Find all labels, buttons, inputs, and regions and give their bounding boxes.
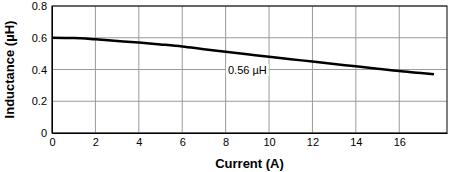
tick-label: 0.2: [32, 95, 47, 107]
plot-frame: [52, 6, 447, 133]
tick: 12: [307, 133, 319, 148]
x-axis: 0 2 4 6 8 10 12 14 16: [49, 133, 447, 148]
tick-label: 8: [223, 136, 229, 148]
annotation: 0.56 µH: [226, 64, 269, 76]
tick-label: 0.4: [32, 64, 47, 76]
axis-line: [53, 133, 448, 134]
tick-label: 6: [180, 136, 186, 148]
tick-label: 16: [394, 136, 406, 148]
tick: 0.6: [32, 32, 52, 44]
tick: 0.4: [32, 64, 52, 76]
plot: 0 2 4 6 8 10 12 14 16 0 0.2 0.4 0.6 0.8 0.56 µH: [32, 0, 448, 148]
tick: 2: [93, 133, 99, 148]
y-axis: 0 0.2 0.4 0.6 0.8: [32, 0, 53, 139]
tick: 0: [41, 127, 52, 139]
tick-label: 12: [307, 136, 319, 148]
grid-line: [52, 101, 447, 102]
tick: 0: [49, 133, 55, 148]
tick: 8: [223, 133, 229, 148]
tick-label: 14: [350, 136, 362, 148]
axis-line: [52, 7, 53, 134]
x-axis-title: Current (A): [215, 156, 284, 171]
tick-label: 2: [93, 136, 99, 148]
tick-label: 0.6: [32, 32, 47, 44]
tick: 0.8: [32, 0, 52, 12]
tick: 14: [350, 133, 362, 148]
y-axis-title: Inductance (µH): [2, 21, 17, 119]
grid: [52, 6, 447, 133]
annotation-text: 0.56 µH: [228, 64, 267, 76]
annotation-background: [226, 64, 269, 76]
grid-line: [52, 37, 447, 38]
tick: 10: [263, 133, 275, 148]
tick: 6: [180, 133, 186, 148]
tick: 0.2: [32, 95, 52, 107]
tick-label: 0: [41, 127, 47, 139]
tick: 16: [394, 133, 406, 148]
tick-label: 0: [49, 136, 55, 148]
tick-label: 4: [136, 136, 142, 148]
tick-label: 10: [263, 136, 275, 148]
tick-label: 0.8: [32, 0, 47, 12]
tick: 4: [136, 133, 142, 148]
